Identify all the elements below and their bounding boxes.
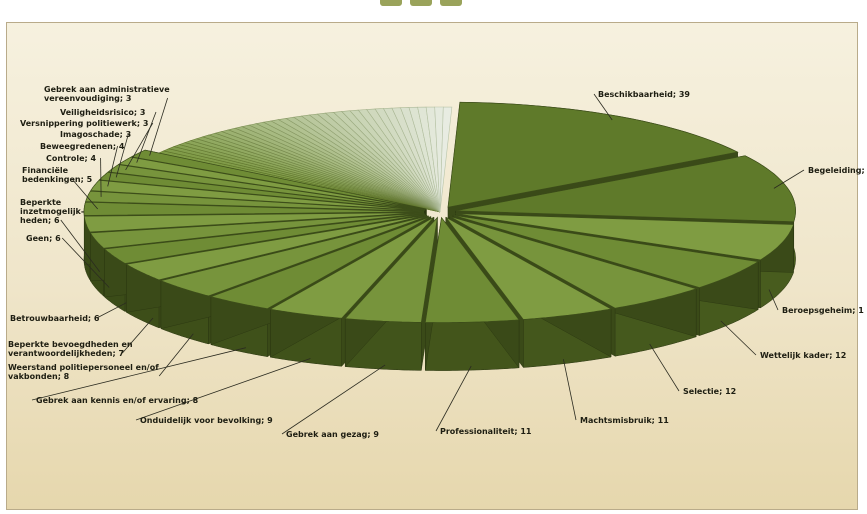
slice-label: Beroepsgeheim; 1 (782, 306, 864, 315)
slice-label: Beweegredenen; 4 (40, 142, 125, 151)
label-leader-line (31, 347, 246, 401)
slice-top (455, 213, 794, 261)
slice-top (83, 212, 425, 233)
slice-label: Gebrek aan administratieve vereenvoudigin… (44, 85, 170, 103)
label-leader-line (435, 365, 472, 432)
label-leader-line (563, 359, 577, 421)
label-leader-line (61, 237, 110, 288)
slice-label: Gebrek aan gezag; 9 (286, 430, 379, 439)
label-leader-line (60, 219, 101, 272)
slice-top (455, 155, 796, 223)
slice-label: Veiligheidsrisico; 3 (60, 108, 145, 117)
pie-tops (83, 101, 796, 323)
slice-label: Begeleiding; 26 (808, 166, 867, 175)
label-leader-line (649, 343, 680, 392)
slice-label: Weerstand politiepersoneel en/of vakbonde… (8, 363, 159, 381)
slice-label: Beschikbaarheid; 39 (598, 90, 690, 99)
slice-label: Gebrek aan kennis en/of ervaring; 8 (36, 396, 199, 405)
slice-tail-segment (439, 106, 453, 213)
slice-top (209, 216, 432, 310)
slice-label: Onduidelijk voor bevolking; 9 (140, 416, 273, 425)
label-leader-line (158, 333, 194, 377)
slice-label: Machtsmisbruik; 11 (580, 416, 669, 425)
label-leader-line (115, 133, 129, 178)
slice-label: Imagoschade; 3 (60, 130, 131, 139)
slice-top (107, 164, 426, 211)
slice-label: Geen; 6 (26, 234, 61, 243)
slice-top (424, 216, 520, 323)
slice-label: Wettelijk kader; 12 (760, 351, 846, 360)
tab-fragment (410, 0, 432, 6)
slice-label: Versnippering politiewerk; 3 (20, 119, 148, 128)
slice-labels: Beschikbaarheid; 39 Begeleiding; 26 Beroep… (8, 85, 867, 439)
slice-label: Professionaliteit; 11 (440, 427, 532, 436)
slice-top (445, 216, 613, 320)
slice-top (85, 190, 425, 212)
slice-top (159, 215, 429, 297)
label-leaders (31, 93, 805, 435)
label-leader-line (125, 122, 154, 171)
label-leader-line (281, 364, 386, 435)
slice-top (130, 149, 427, 210)
slice-label: Betrouwbaarheid; 6 (10, 314, 100, 323)
tab-fragment (380, 0, 402, 6)
top-tab-fragments (380, 0, 490, 22)
label-leader-line (122, 317, 154, 354)
slice-top (103, 213, 426, 264)
label-leader-line (593, 93, 613, 121)
slice-top (447, 101, 739, 208)
label-leader-line (773, 169, 805, 189)
slice-label: Financiële bedenkingen; 5 (22, 166, 93, 184)
slice-label: Beperkte inzetmogelijk-heden; 6 (20, 198, 84, 225)
slice-top (453, 214, 760, 288)
label-leader-line (768, 289, 779, 311)
label-leader-line (71, 178, 99, 210)
slice-top (83, 201, 425, 216)
label-leader-line (100, 157, 102, 197)
slice-top (344, 216, 438, 323)
label-leader-line (135, 358, 311, 421)
slice-label: Controle; 4 (46, 154, 96, 163)
slice-label: Selectie; 12 (683, 387, 736, 396)
tab-fragment (440, 0, 462, 6)
label-leader-line (107, 145, 118, 187)
label-leader-line (720, 320, 757, 356)
slice-top (269, 216, 435, 319)
slice-top (90, 179, 425, 212)
label-leader-line (149, 97, 168, 156)
slice-top (89, 213, 425, 249)
label-leader-line (96, 302, 127, 319)
slice-label: Beperkte bevoegdheden en verantwoordelijk… (8, 340, 133, 358)
label-leader-line (136, 111, 157, 163)
slice-top (125, 214, 427, 281)
slice-top (449, 216, 698, 309)
